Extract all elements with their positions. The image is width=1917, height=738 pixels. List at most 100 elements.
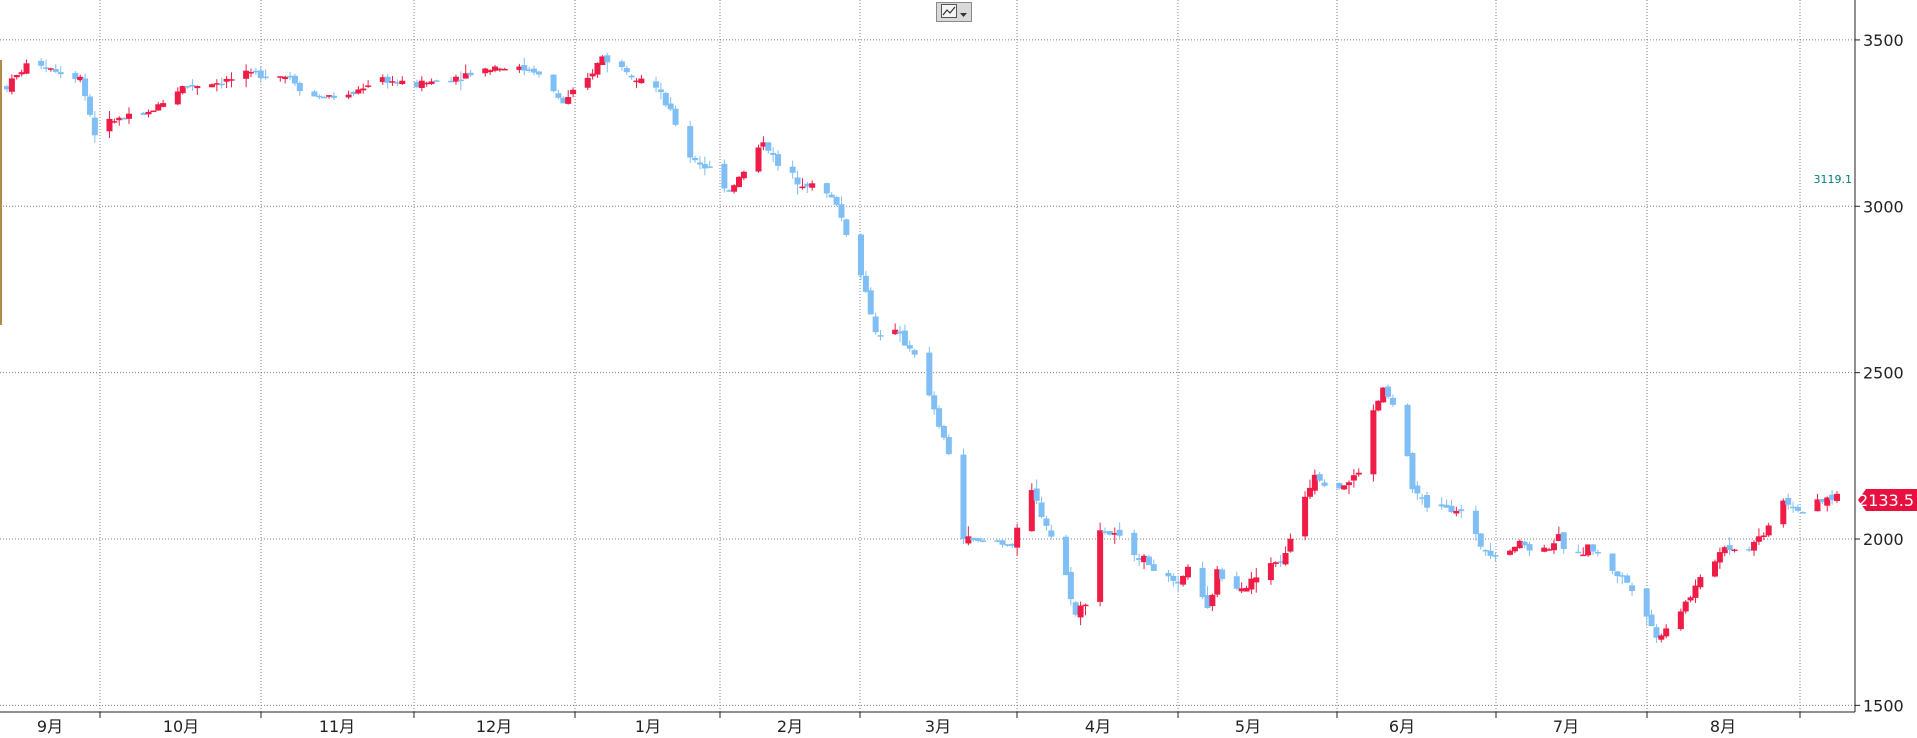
- candle-body: [1038, 502, 1045, 518]
- candle: [1580, 547, 1587, 557]
- candle-body: [448, 80, 455, 83]
- candle-body: [1653, 627, 1660, 638]
- candle: [1136, 553, 1143, 567]
- candle: [687, 120, 694, 163]
- candle-body: [936, 408, 943, 427]
- candle-body: [604, 55, 611, 63]
- x-tick-label: 12月: [476, 717, 512, 736]
- candle: [1443, 499, 1450, 508]
- candle: [1199, 561, 1206, 600]
- candle-body: [550, 74, 557, 92]
- candle-body: [706, 166, 713, 168]
- candle: [52, 64, 59, 74]
- candle-body: [1175, 581, 1182, 584]
- candle: [179, 85, 186, 95]
- candle-body: [360, 88, 367, 91]
- candle-body: [160, 103, 167, 107]
- candle: [1038, 496, 1045, 519]
- candle: [399, 76, 406, 85]
- candle: [38, 58, 45, 70]
- candle-body: [1790, 506, 1797, 509]
- candle-body: [1321, 482, 1328, 486]
- candle: [970, 537, 977, 542]
- candle-body: [1233, 576, 1240, 589]
- candle: [208, 83, 215, 88]
- candle: [111, 118, 118, 124]
- candle: [1824, 496, 1831, 512]
- candle-body: [13, 75, 20, 78]
- x-tick-label: 3月: [925, 717, 951, 736]
- candle: [858, 233, 864, 280]
- candle: [1760, 532, 1767, 541]
- candle-body: [1443, 504, 1450, 508]
- candle-body: [570, 89, 577, 95]
- candle: [618, 59, 625, 71]
- candle: [86, 94, 93, 118]
- candle: [291, 73, 298, 86]
- candle: [1526, 541, 1533, 556]
- line-chart-icon: [941, 3, 957, 22]
- candle-body: [1341, 485, 1348, 490]
- candle: [584, 72, 591, 91]
- candle: [1555, 526, 1562, 542]
- candle-body: [599, 56, 606, 66]
- candle: [1731, 548, 1738, 553]
- candle-body: [1560, 532, 1567, 549]
- candle-body: [1458, 509, 1465, 512]
- candle-body: [184, 86, 191, 88]
- candle-body: [638, 78, 645, 84]
- candle-body: [1048, 530, 1055, 537]
- candle-body: [1097, 530, 1104, 602]
- candle-body: [1062, 536, 1069, 575]
- x-tick-label: 8月: [1710, 717, 1736, 736]
- candle-body: [760, 142, 767, 147]
- candle: [1448, 500, 1455, 514]
- candle-body: [892, 329, 899, 335]
- candle: [1834, 491, 1840, 503]
- candle-body: [1438, 504, 1445, 507]
- candle-body: [1253, 577, 1260, 583]
- candle-body: [526, 69, 533, 71]
- candle-body: [1370, 410, 1377, 475]
- candle: [560, 96, 567, 104]
- candle-body: [1336, 482, 1343, 489]
- candle-body: [179, 85, 186, 94]
- y-tick-label: 2000: [1863, 530, 1904, 549]
- x-tick-label: 11月: [319, 717, 355, 736]
- candle-body: [775, 154, 782, 166]
- candle: [492, 65, 498, 73]
- candle: [482, 67, 489, 77]
- candle-body: [858, 234, 864, 276]
- candle-body: [1067, 571, 1074, 600]
- candle: [379, 74, 386, 85]
- candle: [1585, 544, 1592, 557]
- candle: [1243, 585, 1250, 592]
- candle-body: [350, 91, 357, 95]
- candle: [872, 312, 879, 335]
- candle: [1550, 539, 1557, 554]
- candle: [150, 110, 157, 113]
- candle-body: [1643, 588, 1650, 617]
- candle: [662, 91, 669, 108]
- candle-body: [492, 66, 498, 71]
- candle: [931, 391, 938, 415]
- crosshair-price-label: 3119.1: [1814, 173, 1853, 186]
- chart-type-button[interactable]: [936, 2, 972, 22]
- candle: [413, 79, 420, 88]
- candle-body: [555, 93, 562, 98]
- candle: [892, 323, 899, 335]
- candle-body: [1546, 549, 1553, 551]
- candle: [599, 55, 606, 66]
- candle-body: [1511, 546, 1518, 552]
- candle: [1302, 491, 1309, 541]
- candle-body: [457, 79, 464, 82]
- candle-body: [901, 330, 908, 346]
- candle: [311, 89, 318, 97]
- candle-body: [1180, 575, 1187, 585]
- candle: [1033, 479, 1040, 505]
- candle: [282, 75, 289, 84]
- candle-body: [18, 72, 25, 75]
- candle-body: [755, 147, 762, 172]
- candle: [1321, 479, 1328, 488]
